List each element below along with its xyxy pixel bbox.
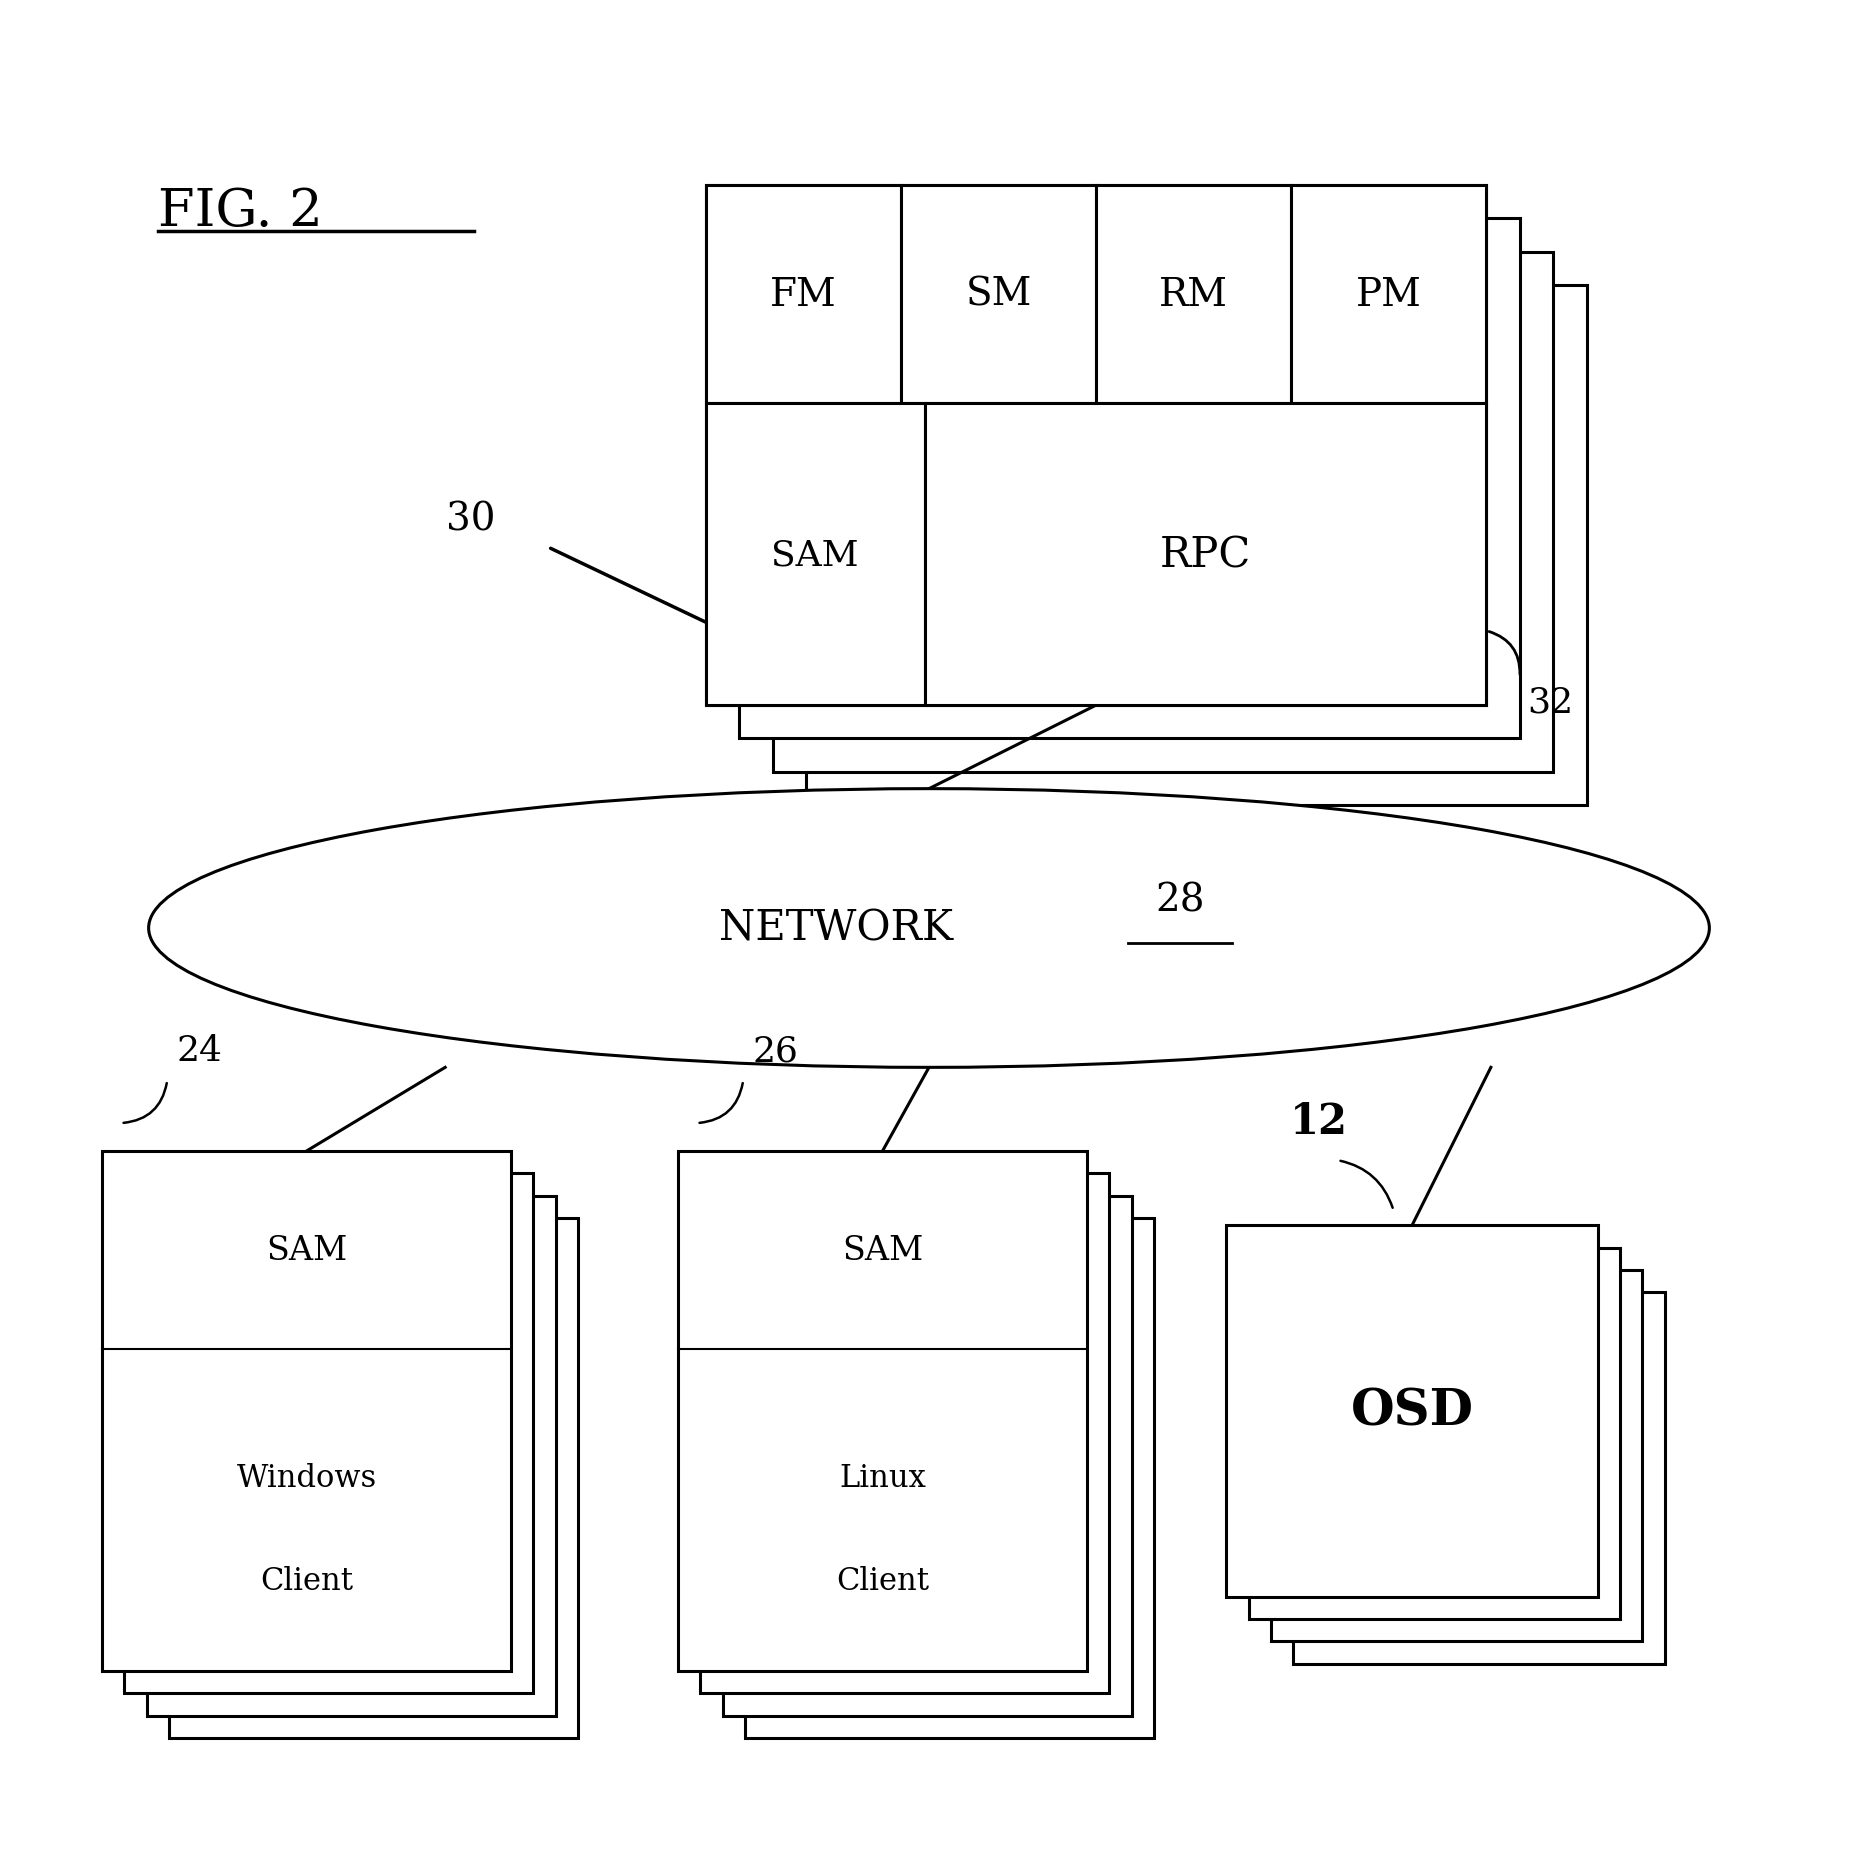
- Bar: [901, 186, 1096, 405]
- Bar: [1292, 1292, 1664, 1664]
- FancyArrowPatch shape: [1487, 631, 1519, 676]
- Bar: [773, 253, 1552, 773]
- Text: 12: 12: [1289, 1099, 1348, 1142]
- Text: FM: FM: [771, 277, 836, 314]
- Bar: [1248, 1248, 1619, 1619]
- FancyArrowPatch shape: [698, 1083, 743, 1123]
- Bar: [700, 1174, 1109, 1694]
- Bar: [1226, 1226, 1597, 1597]
- Text: OSD: OSD: [1350, 1387, 1473, 1435]
- Bar: [678, 1151, 1086, 1671]
- Bar: [147, 1196, 555, 1716]
- Bar: [169, 1218, 578, 1738]
- Text: PM: PM: [1356, 277, 1421, 314]
- Text: NETWORK: NETWORK: [719, 908, 953, 949]
- Bar: [706, 186, 901, 405]
- Bar: [706, 405, 925, 706]
- Text: 26: 26: [752, 1034, 799, 1068]
- Bar: [124, 1174, 533, 1694]
- Text: Linux: Linux: [839, 1461, 925, 1493]
- Bar: [745, 1218, 1153, 1738]
- Text: SAM: SAM: [771, 539, 858, 572]
- Text: Client: Client: [260, 1565, 353, 1597]
- Text: Windows: Windows: [236, 1461, 377, 1493]
- FancyArrowPatch shape: [123, 1083, 167, 1123]
- FancyArrowPatch shape: [1339, 1161, 1393, 1209]
- Text: 32: 32: [1526, 685, 1573, 719]
- Text: Client: Client: [836, 1565, 928, 1597]
- Text: SM: SM: [966, 277, 1031, 314]
- Ellipse shape: [149, 789, 1708, 1068]
- Text: RPC: RPC: [1159, 533, 1250, 576]
- Text: FIG. 2: FIG. 2: [158, 186, 323, 236]
- Text: RM: RM: [1159, 277, 1227, 314]
- Text: 30: 30: [446, 501, 496, 539]
- Text: SAM: SAM: [841, 1235, 923, 1266]
- Bar: [739, 219, 1519, 739]
- Bar: [1096, 186, 1291, 405]
- Bar: [706, 186, 1486, 706]
- Bar: [925, 405, 1486, 706]
- Text: 24: 24: [176, 1034, 223, 1068]
- Text: SAM: SAM: [266, 1235, 347, 1266]
- Bar: [722, 1196, 1131, 1716]
- Text: 28: 28: [1155, 882, 1203, 919]
- Bar: [1270, 1270, 1642, 1642]
- Bar: [1291, 186, 1486, 405]
- Bar: [806, 286, 1586, 806]
- Bar: [102, 1151, 511, 1671]
